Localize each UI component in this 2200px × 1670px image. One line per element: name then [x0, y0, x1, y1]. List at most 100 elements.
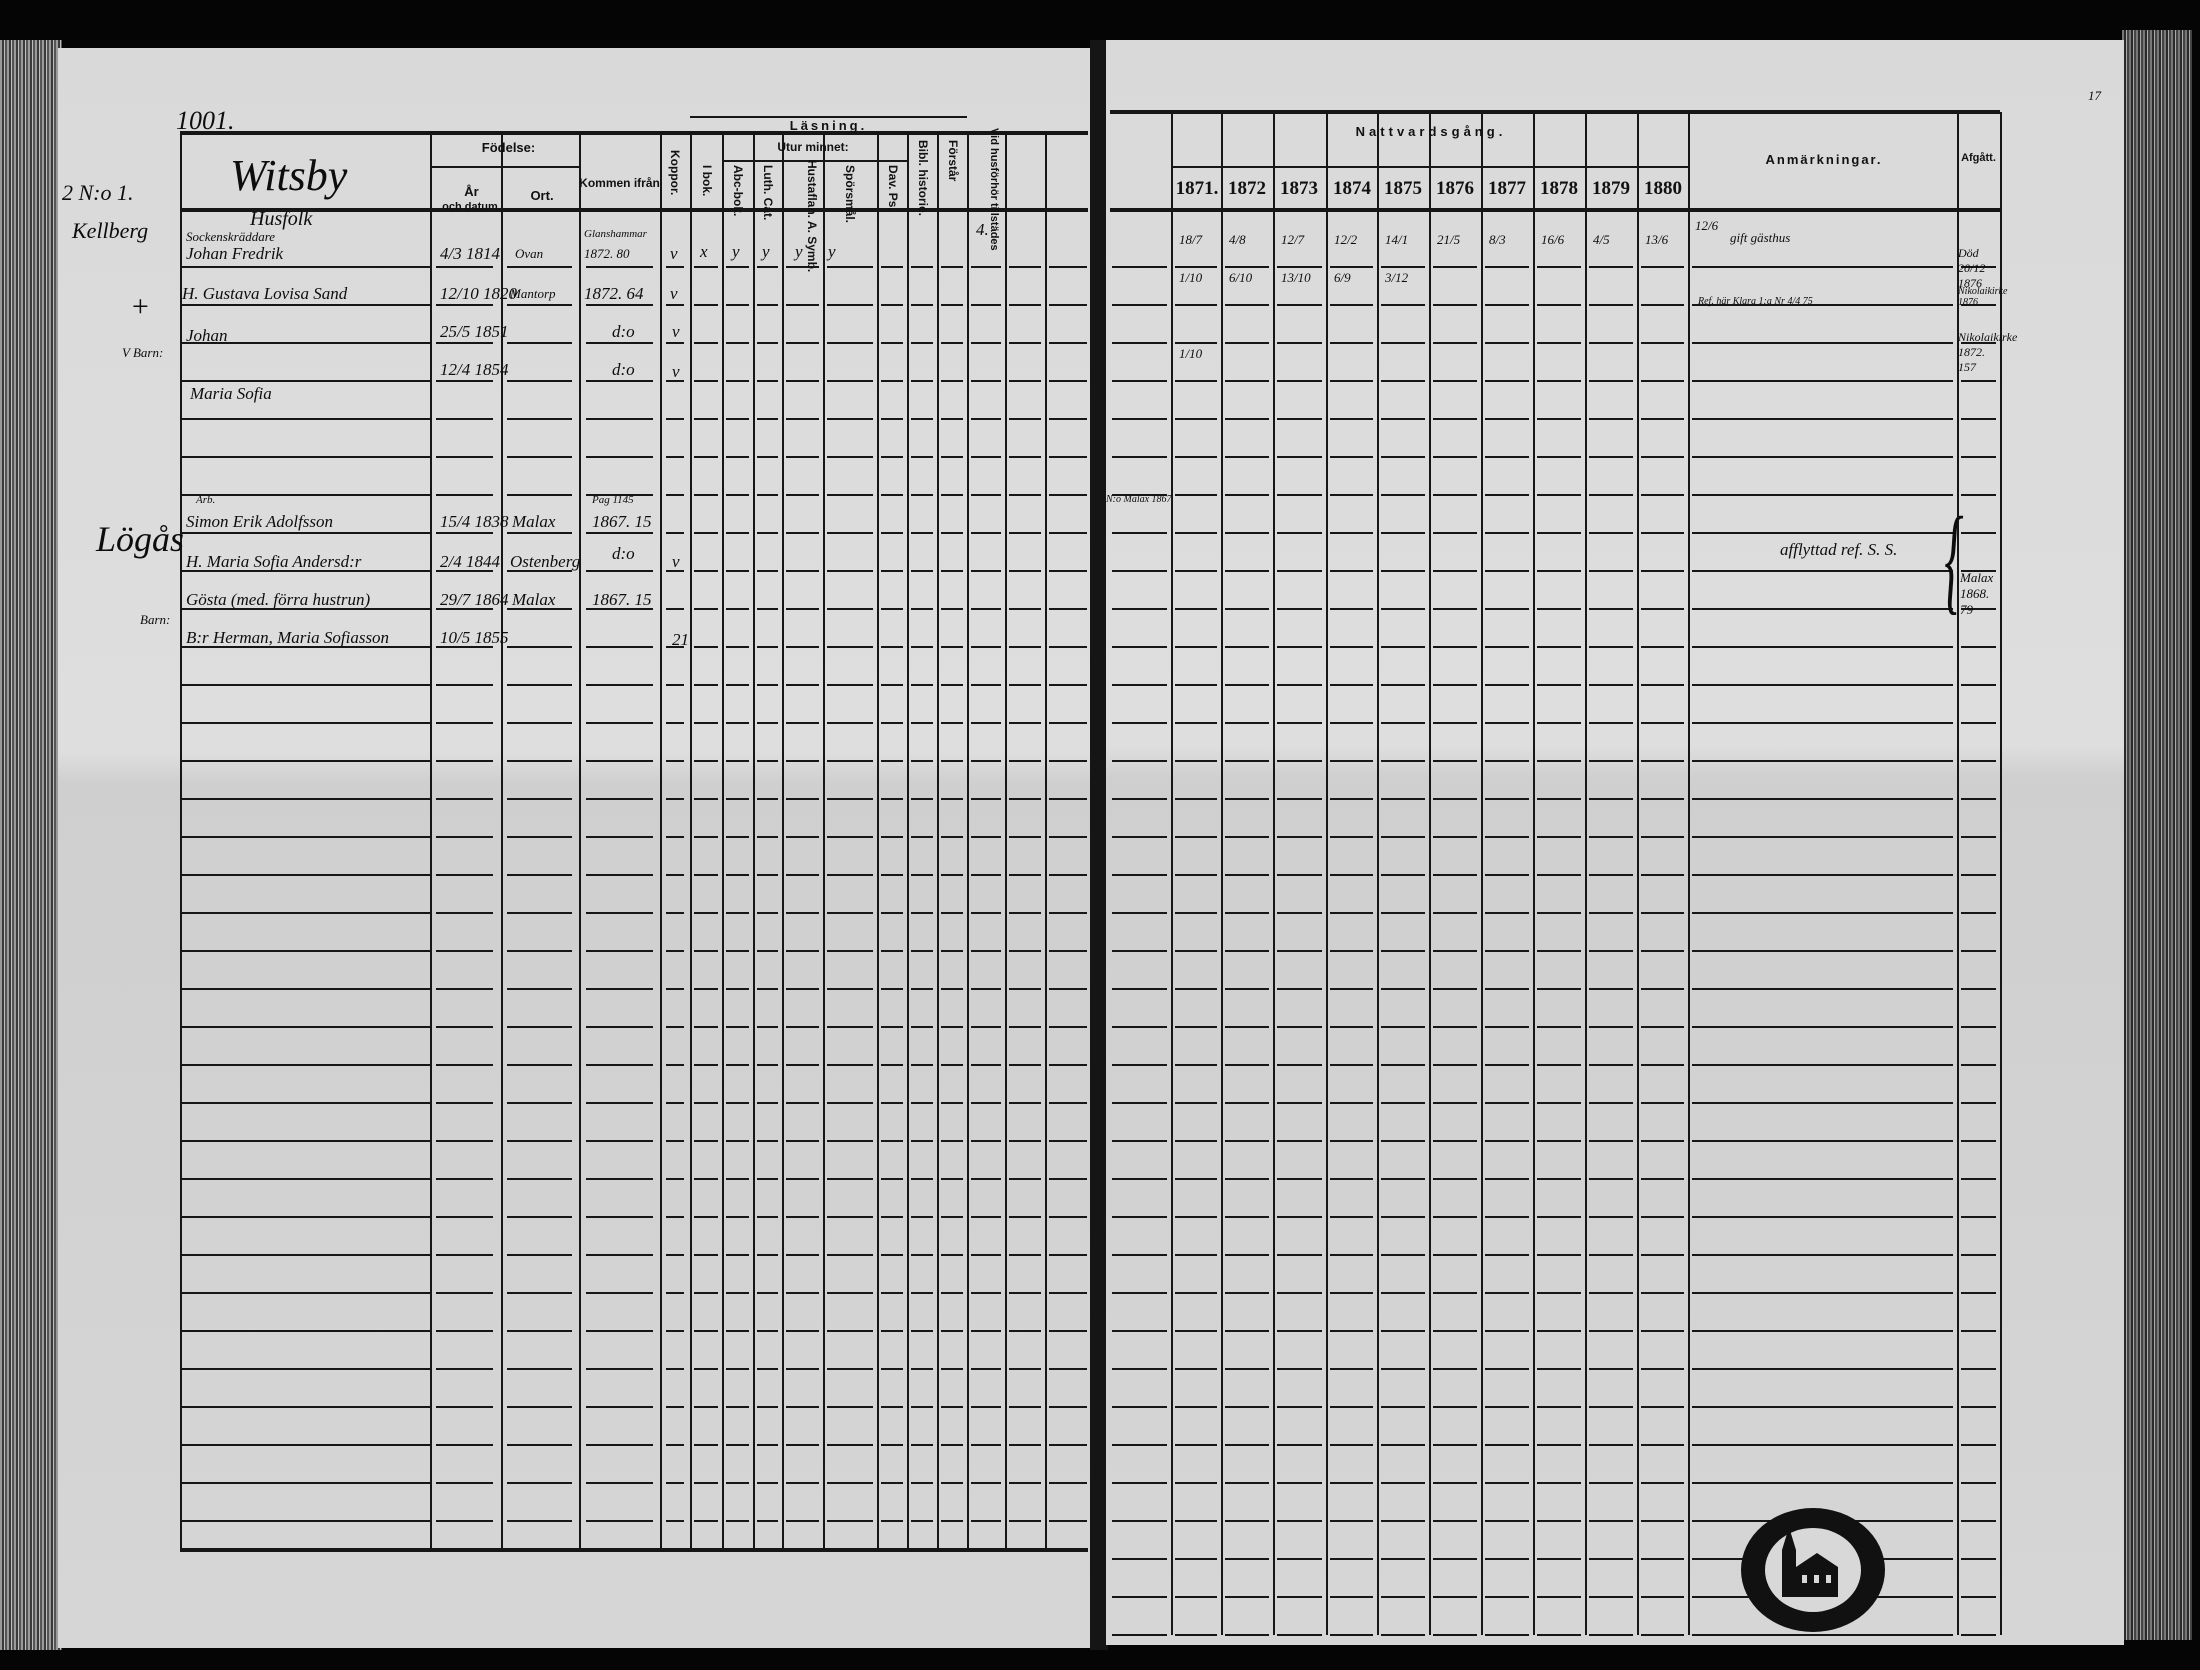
row-rule [1049, 1292, 1087, 1294]
row-rule [1433, 874, 1477, 876]
row-rule [1225, 1178, 1269, 1180]
row-rule [1049, 304, 1087, 306]
row-rule [1277, 494, 1322, 496]
row-rule [971, 1292, 1001, 1294]
row-rule [1330, 1254, 1373, 1256]
row-rule [1485, 342, 1529, 344]
row-rule [1433, 722, 1477, 724]
row-rule [786, 266, 819, 268]
column-rule [1273, 112, 1275, 1635]
row-rule [1433, 456, 1477, 458]
row-rule [436, 760, 493, 762]
row-rule [694, 570, 718, 572]
page-number-right: 17 [2088, 88, 2101, 103]
row-rule [694, 1254, 718, 1256]
row-rule [1049, 1444, 1087, 1446]
row-rule [941, 266, 963, 268]
row-rule [436, 912, 493, 914]
row-rule [726, 608, 749, 610]
row-rule [1537, 1216, 1581, 1218]
row-rule [911, 380, 933, 382]
row-rule [1433, 304, 1477, 306]
row-rule [1049, 1330, 1087, 1332]
row-rule [1049, 760, 1087, 762]
row-rule [182, 1330, 430, 1332]
row-rule [1009, 1482, 1041, 1484]
row-rule [586, 608, 653, 610]
column-rule [937, 133, 939, 1550]
row-rule [1009, 1102, 1041, 1104]
column-rule [1005, 133, 1007, 1550]
row-rule [182, 646, 430, 648]
row-rule [1692, 1406, 1953, 1408]
row-rule [586, 646, 653, 648]
row-rule [586, 722, 653, 724]
row-rule [971, 1254, 1001, 1256]
church-icon [1782, 1527, 1838, 1597]
row-rule [586, 1026, 653, 1028]
row-rule [1009, 1178, 1041, 1180]
row-rule [1485, 494, 1529, 496]
row-rule [1433, 1596, 1477, 1598]
row-rule [1049, 798, 1087, 800]
row-rule [1009, 342, 1041, 344]
row-rule [881, 1292, 903, 1294]
margin-barn: V Barn: [122, 345, 164, 360]
row-rule [1589, 1406, 1633, 1408]
row-rule [1277, 1178, 1322, 1180]
row-rule [1277, 874, 1322, 876]
row-rule [1692, 646, 1953, 648]
row-rule [182, 532, 430, 534]
row-rule [1009, 1406, 1041, 1408]
row-rule [1589, 950, 1633, 952]
row-rule [941, 1292, 963, 1294]
row-rule [726, 684, 749, 686]
row-rule [971, 1368, 1001, 1370]
row-rule [1961, 1444, 1996, 1446]
row-rule [1049, 1064, 1087, 1066]
row-rule [1330, 1330, 1373, 1332]
row-rule [786, 1482, 819, 1484]
row-rule [1641, 1254, 1684, 1256]
row-rule [827, 1520, 873, 1522]
row-rule [911, 1406, 933, 1408]
row-rule [1485, 570, 1529, 572]
row-rule [1537, 1254, 1581, 1256]
row-rule [1537, 1064, 1581, 1066]
row-rule [971, 988, 1001, 990]
row-rule [1175, 570, 1217, 572]
row-rule [1277, 1444, 1322, 1446]
row1-hustaflan: y [795, 242, 803, 261]
note-row3: Ref. här Klara 1:a Nr 4/4 75 [1698, 296, 1813, 307]
row-rule [941, 912, 963, 914]
row-rule [827, 1330, 873, 1332]
row-rule [1641, 1330, 1684, 1332]
row-rule [1381, 1140, 1425, 1142]
row-rule [757, 1368, 778, 1370]
row-rule [1589, 1178, 1633, 1180]
row-rule [726, 988, 749, 990]
row-rule [1330, 1292, 1373, 1294]
row-rule [1009, 1292, 1041, 1294]
row-rule [1641, 722, 1684, 724]
row-rule [182, 798, 430, 800]
row-rule [182, 608, 430, 610]
row-rule [1589, 608, 1633, 610]
row1-kommen: 1872. 80 [584, 246, 630, 261]
column-rule [660, 133, 662, 1550]
row-rule [1485, 874, 1529, 876]
row-rule [666, 1064, 684, 1066]
row-rule [1381, 1026, 1425, 1028]
row-rule [827, 646, 873, 648]
row-rule [1961, 912, 1996, 914]
row1-date: 4/3 1814 [440, 244, 500, 263]
row-rule [971, 1444, 1001, 1446]
row-rule [1049, 1026, 1087, 1028]
row-rule [507, 1140, 572, 1142]
row-rule [1485, 1102, 1529, 1104]
row-rule [1589, 1140, 1633, 1142]
row-rule [1641, 1634, 1684, 1636]
row-rule [911, 760, 933, 762]
row-rule [1330, 570, 1373, 572]
row-rule [1112, 456, 1167, 458]
